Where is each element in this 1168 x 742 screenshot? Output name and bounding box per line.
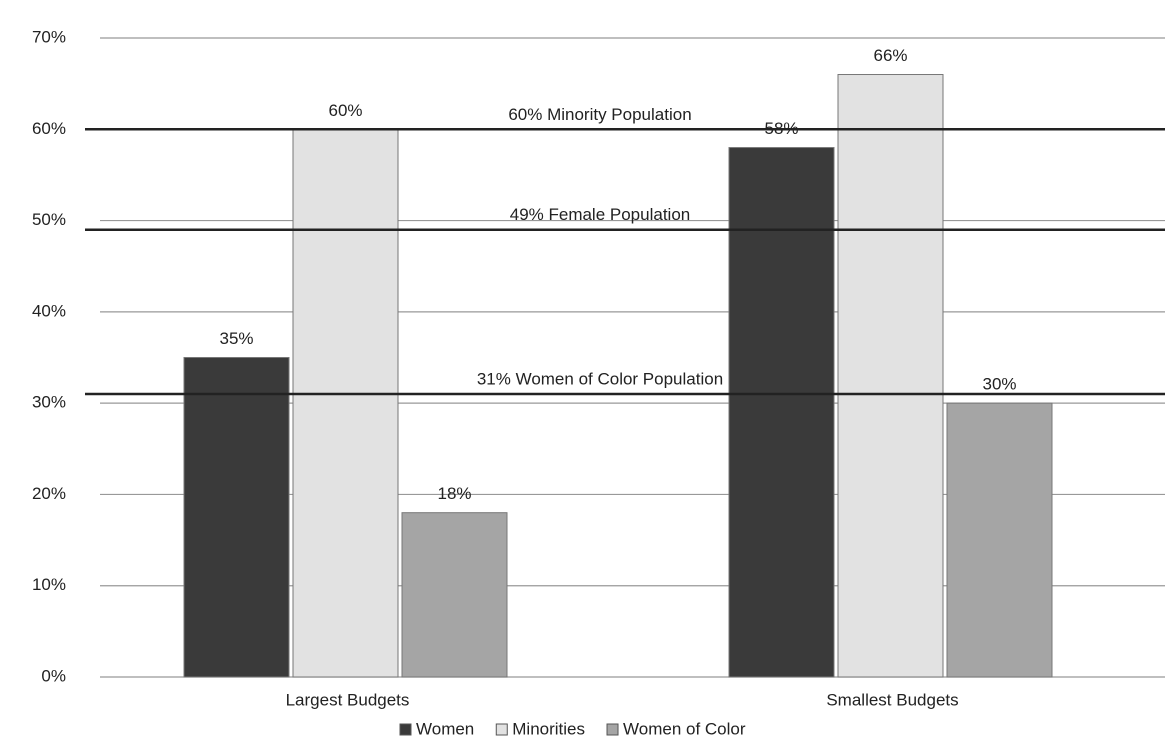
y-tick-label: 0% — [41, 666, 66, 685]
legend-label: Minorities — [512, 719, 585, 738]
value-label: 66% — [873, 46, 907, 65]
y-tick-label: 60% — [32, 119, 66, 138]
bar — [728, 147, 835, 678]
reference-label: 60% Minority Population — [508, 105, 691, 124]
legend-swatch — [606, 723, 619, 736]
bar — [292, 128, 399, 678]
y-tick-label: 10% — [32, 575, 66, 594]
legend-swatch — [495, 723, 508, 736]
y-tick-label: 40% — [32, 301, 66, 320]
x-tick-label: Smallest Budgets — [826, 690, 958, 709]
reference-label: 49% Female Population — [510, 205, 691, 224]
value-label: 30% — [982, 375, 1016, 394]
legend-label: Women of Color — [623, 719, 746, 738]
value-label: 35% — [219, 329, 253, 348]
value-label: 60% — [328, 101, 362, 120]
reference-label: 31% Women of Color Population — [477, 369, 723, 388]
bar — [183, 357, 290, 678]
bar — [946, 402, 1053, 678]
bar — [837, 74, 944, 678]
legend-label: Women — [416, 719, 474, 738]
y-tick-label: 50% — [32, 210, 66, 229]
legend-swatch — [399, 723, 412, 736]
y-tick-label: 70% — [32, 27, 66, 46]
y-tick-label: 30% — [32, 393, 66, 412]
x-tick-label: Largest Budgets — [286, 690, 410, 709]
y-tick-label: 20% — [32, 484, 66, 503]
bar — [401, 512, 508, 678]
value-label: 18% — [437, 484, 471, 503]
